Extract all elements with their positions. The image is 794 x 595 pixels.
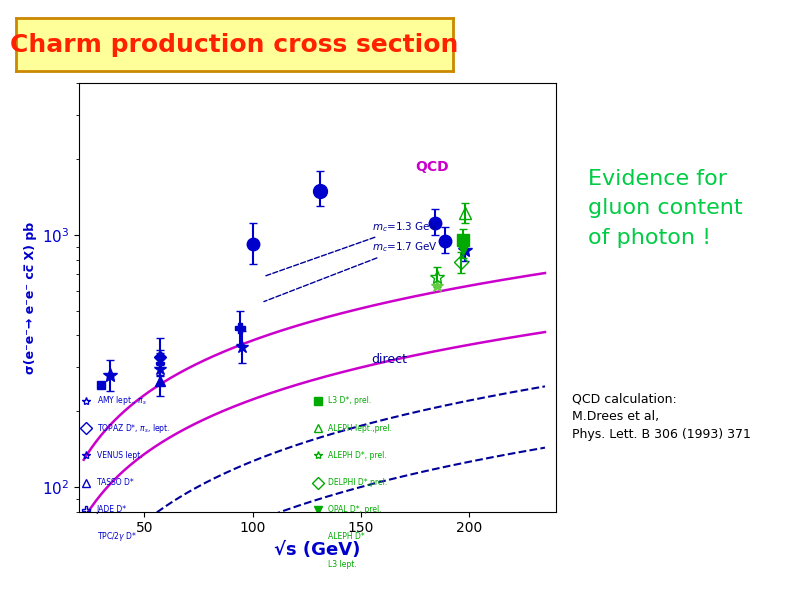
Text: L3 D*, prel.: L3 D*, prel. — [329, 396, 372, 405]
Text: ALEPH lept.,prel.: ALEPH lept.,prel. — [329, 424, 392, 433]
Text: DELPHI D*,prel.: DELPHI D*,prel. — [329, 478, 387, 487]
Text: TPC/2$\gamma$ D*: TPC/2$\gamma$ D* — [97, 531, 137, 543]
Text: OPAL D*, prel.: OPAL D*, prel. — [329, 505, 382, 514]
Text: Evidence for
gluon content
of photon !: Evidence for gluon content of photon ! — [588, 168, 742, 248]
Text: $m_c$=1.7 GeV: $m_c$=1.7 GeV — [264, 240, 437, 302]
Text: QCD calculation:
M.Drees et al,
Phys. Lett. B 306 (1993) 371: QCD calculation: M.Drees et al, Phys. Le… — [572, 392, 750, 441]
Text: direct: direct — [372, 353, 408, 367]
Text: Charm production cross section: Charm production cross section — [10, 33, 458, 57]
Text: ALEPH D*, prel.: ALEPH D*, prel. — [329, 451, 387, 460]
Text: ALEPH D*: ALEPH D* — [329, 533, 365, 541]
Text: TASSO D*: TASSO D* — [97, 478, 133, 487]
Text: QCD: QCD — [415, 159, 449, 174]
Text: AMY lept., $\pi_s$: AMY lept., $\pi_s$ — [97, 394, 147, 408]
Text: L3 lept.: L3 lept. — [329, 560, 357, 569]
Text: TOPAZ D*, $\pi_s$, lept.: TOPAZ D*, $\pi_s$, lept. — [97, 422, 170, 434]
Text: VENUS lept.: VENUS lept. — [97, 451, 142, 460]
Text: JADE D*: JADE D* — [97, 505, 127, 514]
X-axis label: √s (GeV): √s (GeV) — [275, 541, 360, 559]
Text: $m_c$=1.3 GeV: $m_c$=1.3 GeV — [264, 220, 438, 277]
Y-axis label: σ(e⁻e⁻→ e⁻e⁻ cc̅ X) pb: σ(e⁻e⁻→ e⁻e⁻ cc̅ X) pb — [24, 221, 37, 374]
